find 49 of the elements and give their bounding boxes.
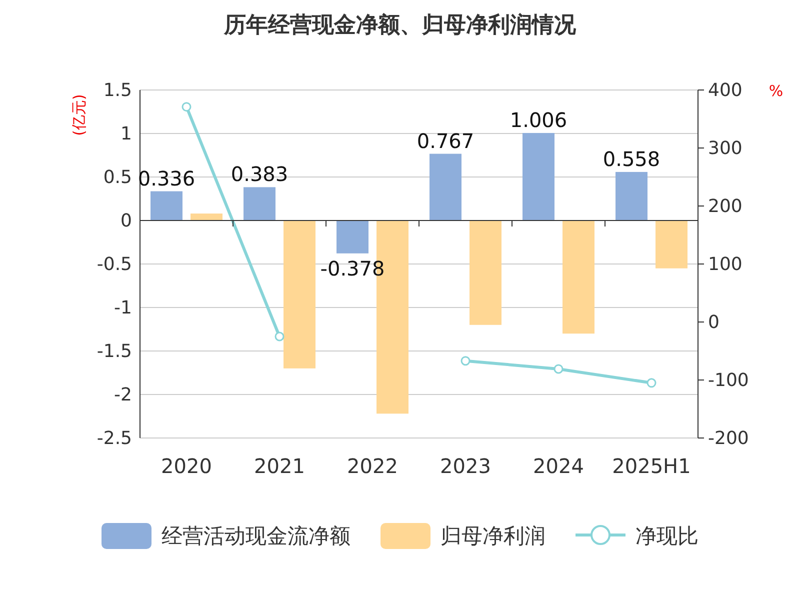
y-tick-label: 1.5 xyxy=(103,80,132,101)
bar xyxy=(522,132,554,220)
data-label: 1.006 xyxy=(510,108,568,132)
y2-tick-label: -100 xyxy=(708,370,749,391)
y-tick-label: 0 xyxy=(120,210,132,232)
bar xyxy=(616,172,648,220)
y-tick-label: 0.5 xyxy=(103,167,132,188)
legend-label: 归母净利润 xyxy=(440,524,546,548)
bar xyxy=(430,154,462,220)
y2-tick-label: 100 xyxy=(708,254,742,275)
y-tick-label: -2 xyxy=(114,384,132,406)
bar xyxy=(190,214,222,220)
y-tick-label: -2.5 xyxy=(96,428,132,449)
chart-title: 历年经营现金净额、归母净利润情况 xyxy=(223,12,577,38)
bar xyxy=(244,187,276,220)
y2-tick-label: 300 xyxy=(708,138,742,159)
legend-label: 净现比 xyxy=(636,524,698,548)
point xyxy=(182,102,192,112)
y2-tick-label: 400 xyxy=(708,80,742,101)
bar xyxy=(336,220,368,254)
point xyxy=(646,378,656,388)
bar xyxy=(562,220,594,334)
data-label: -0.378 xyxy=(320,256,385,280)
data-label: 0.383 xyxy=(230,162,288,186)
x-tick-label: 2020 xyxy=(161,454,212,478)
y-tick-label: -1 xyxy=(114,298,132,318)
y2-axis-title: % xyxy=(768,82,784,100)
point xyxy=(554,364,564,374)
data-label: 0.558 xyxy=(602,146,660,171)
bar xyxy=(284,220,316,368)
point xyxy=(460,356,470,366)
point xyxy=(274,332,284,342)
x-tick-label: 2025H1 xyxy=(612,454,691,478)
y2-tick-label: -200 xyxy=(708,428,749,449)
y-tick-label: 1 xyxy=(120,124,132,144)
y-tick-label: -0.5 xyxy=(96,254,132,275)
x-tick-label: 2021 xyxy=(254,454,305,478)
y2-tick-label: 0 xyxy=(708,312,720,333)
bar xyxy=(470,220,502,325)
x-tick-label: 2023 xyxy=(440,454,491,478)
y-tick-label: -1.5 xyxy=(96,341,132,362)
y2-tick-label: 200 xyxy=(708,196,742,217)
x-tick-label: 2022 xyxy=(347,454,398,478)
legend-label: 经营活动现金流净额 xyxy=(162,524,350,548)
x-tick-label: 2024 xyxy=(533,454,584,478)
bar xyxy=(150,191,182,220)
y-axis-title: (亿元) xyxy=(70,94,88,136)
bar xyxy=(656,220,688,268)
data-label: 0.767 xyxy=(416,128,474,153)
